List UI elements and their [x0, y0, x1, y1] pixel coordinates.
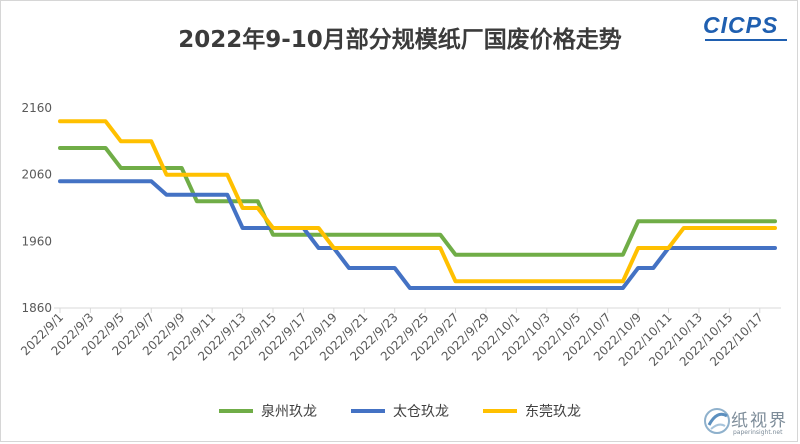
y-tick-label: 2060 [21, 168, 52, 182]
brand-logo: CICPS [703, 12, 787, 41]
brand-logo-text: CICPS [703, 12, 779, 38]
series-line-3 [58, 119, 777, 284]
watermark-text: 纸视界 [731, 411, 788, 431]
y-tick-label: 1860 [21, 301, 52, 315]
chart-title: 2022年9-10月部分规模纸厂国废价格走势 [178, 27, 622, 53]
y-tick-label: 1960 [21, 234, 52, 248]
legend-label: 泉州玖龙 [261, 404, 317, 420]
series-line-2 [58, 179, 777, 290]
watermark-url: paperinsight.net [733, 429, 783, 436]
y-tick-label: 2160 [21, 101, 52, 115]
chart-legend: 泉州玖龙 太仓玖龙 东莞玖龙 [0, 401, 800, 421]
watermark-logo: 纸视界 paperinsight.net [703, 404, 799, 444]
legend-swatch [219, 409, 253, 413]
legend-item: 东莞玖龙 [483, 401, 581, 421]
brand-logo-underline [705, 39, 787, 41]
watermark-globe-icon [704, 408, 730, 434]
legend-swatch [351, 409, 385, 413]
legend-label: 东莞玖龙 [525, 404, 581, 420]
legend-item: 泉州玖龙 [219, 401, 317, 421]
legend-item: 太仓玖龙 [351, 401, 449, 421]
legend-swatch [483, 409, 517, 413]
line-chart: 18601960206021602022/9/12022/9/32022/9/5… [18, 101, 781, 369]
series-line-1 [58, 146, 777, 257]
legend-label: 太仓玖龙 [393, 404, 449, 420]
